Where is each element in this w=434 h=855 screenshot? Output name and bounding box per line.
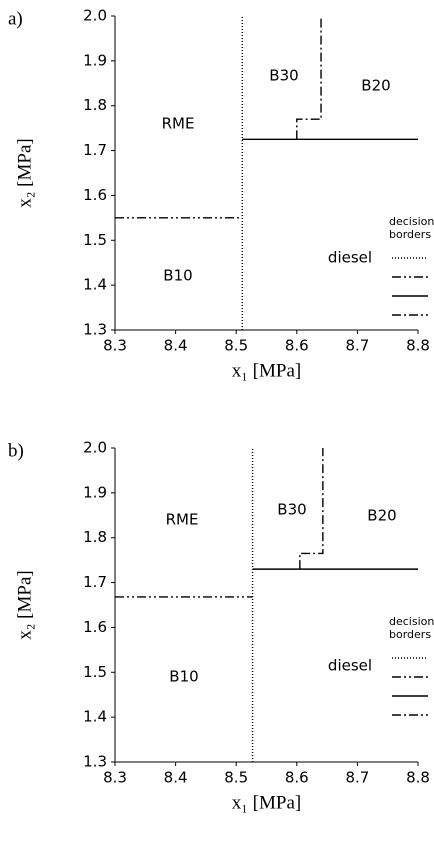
region-label: diesel [328, 657, 372, 675]
border-line [299, 448, 324, 570]
legend-title: borders [389, 228, 431, 241]
y-tick-label: 1.6 [83, 618, 107, 636]
region-label: diesel [328, 249, 372, 267]
y-tick-label: 1.3 [83, 321, 107, 339]
x-tick-label: 8.4 [164, 337, 188, 355]
legend-title: decision [389, 615, 434, 628]
y-tick-label: 1.8 [83, 96, 107, 114]
border-line [296, 16, 322, 140]
y-tick-label: 1.4 [83, 708, 107, 726]
y-tick-label: 1.8 [83, 528, 107, 546]
x-axis-label: x₁ [MPa] [232, 792, 301, 813]
y-axis-label: x₂ [MPa] [14, 138, 35, 207]
region-label: RME [162, 115, 195, 133]
y-axis-label: x₂ [MPa] [14, 570, 35, 639]
x-tick-label: 8.4 [164, 769, 188, 787]
y-tick-label: 1.5 [83, 663, 107, 681]
x-tick-label: 8.5 [224, 337, 248, 355]
region-label: B20 [367, 507, 396, 525]
y-tick-label: 1.6 [83, 186, 107, 204]
x-tick-label: 8.3 [103, 337, 127, 355]
y-tick-label: 1.5 [83, 231, 107, 249]
legend-title: decision [389, 215, 434, 228]
y-tick-label: 1.3 [83, 753, 107, 771]
y-tick-label: 1.9 [83, 483, 107, 501]
x-tick-label: 8.6 [285, 769, 309, 787]
region-label: B20 [361, 77, 390, 95]
legend-title: borders [389, 628, 431, 641]
region-label: B10 [163, 267, 192, 285]
x-axis-label: x₁ [MPa] [232, 360, 301, 381]
x-tick-label: 8.6 [285, 337, 309, 355]
region-label: B10 [169, 668, 198, 686]
x-tick-label: 8.3 [103, 769, 127, 787]
x-tick-label: 8.5 [224, 769, 248, 787]
x-tick-label: 8.8 [406, 769, 430, 787]
panel-label: a) [8, 8, 23, 29]
y-tick-label: 1.7 [83, 573, 107, 591]
panel-label: b) [8, 440, 24, 461]
x-tick-label: 8.7 [345, 337, 369, 355]
y-tick-label: 1.7 [83, 141, 107, 159]
x-tick-label: 8.7 [345, 769, 369, 787]
y-tick-label: 1.9 [83, 51, 107, 69]
y-tick-label: 2.0 [83, 7, 107, 25]
y-tick-label: 2.0 [83, 439, 107, 457]
region-label: B30 [269, 67, 298, 85]
region-label: B30 [277, 501, 306, 519]
x-tick-label: 8.8 [406, 337, 430, 355]
region-label: RME [166, 511, 199, 529]
y-tick-label: 1.4 [83, 276, 107, 294]
